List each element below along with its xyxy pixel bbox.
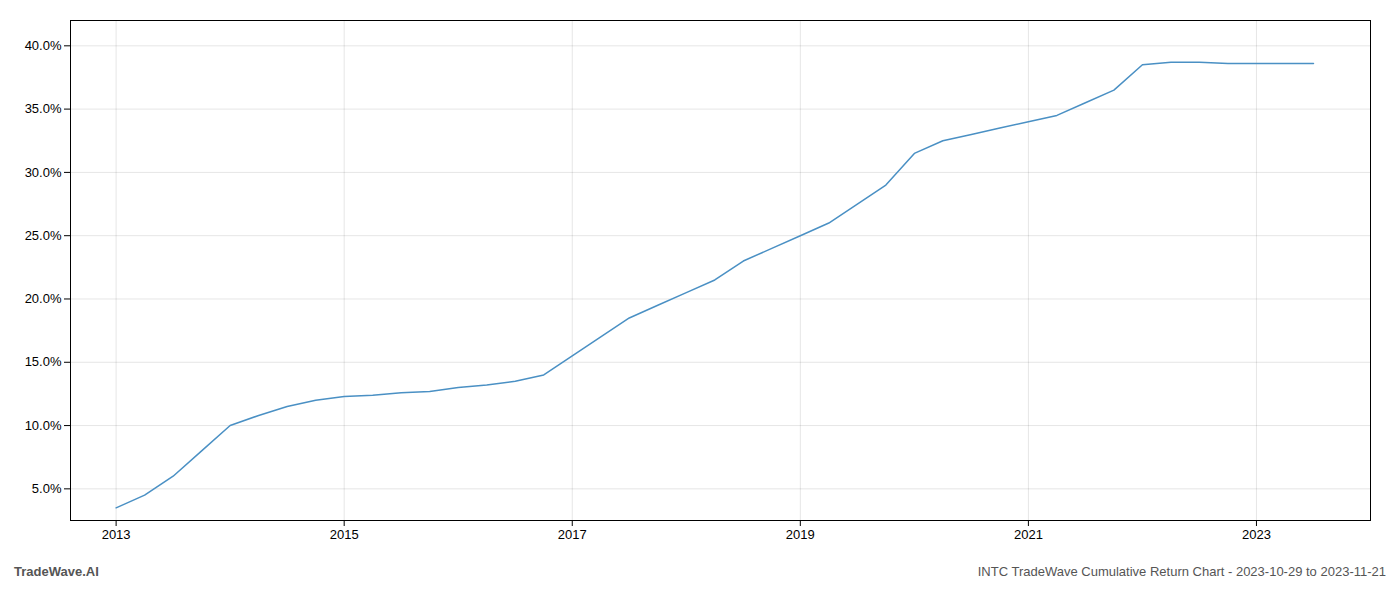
svg-text:2019: 2019 — [786, 527, 815, 542]
svg-text:40.0%: 40.0% — [25, 38, 62, 53]
svg-text:35.0%: 35.0% — [25, 101, 62, 116]
svg-text:25.0%: 25.0% — [25, 228, 62, 243]
svg-text:2013: 2013 — [102, 527, 131, 542]
svg-text:30.0%: 30.0% — [25, 165, 62, 180]
svg-text:2015: 2015 — [330, 527, 359, 542]
html-text:TradeWave.AI: TradeWave.AI — [14, 564, 99, 579]
svg-text:5.0%: 5.0% — [32, 481, 62, 496]
svg-text:20.0%: 20.0% — [25, 291, 62, 306]
svg-text:2023: 2023 — [1242, 527, 1271, 542]
svg-text:2017: 2017 — [558, 527, 587, 542]
svg-text:2021: 2021 — [1014, 527, 1043, 542]
svg-text:15.0%: 15.0% — [25, 354, 62, 369]
svg-text:10.0%: 10.0% — [25, 418, 62, 433]
html-text:INTC TradeWave Cumulative Retu: INTC TradeWave Cumulative Return Chart -… — [977, 564, 1386, 579]
